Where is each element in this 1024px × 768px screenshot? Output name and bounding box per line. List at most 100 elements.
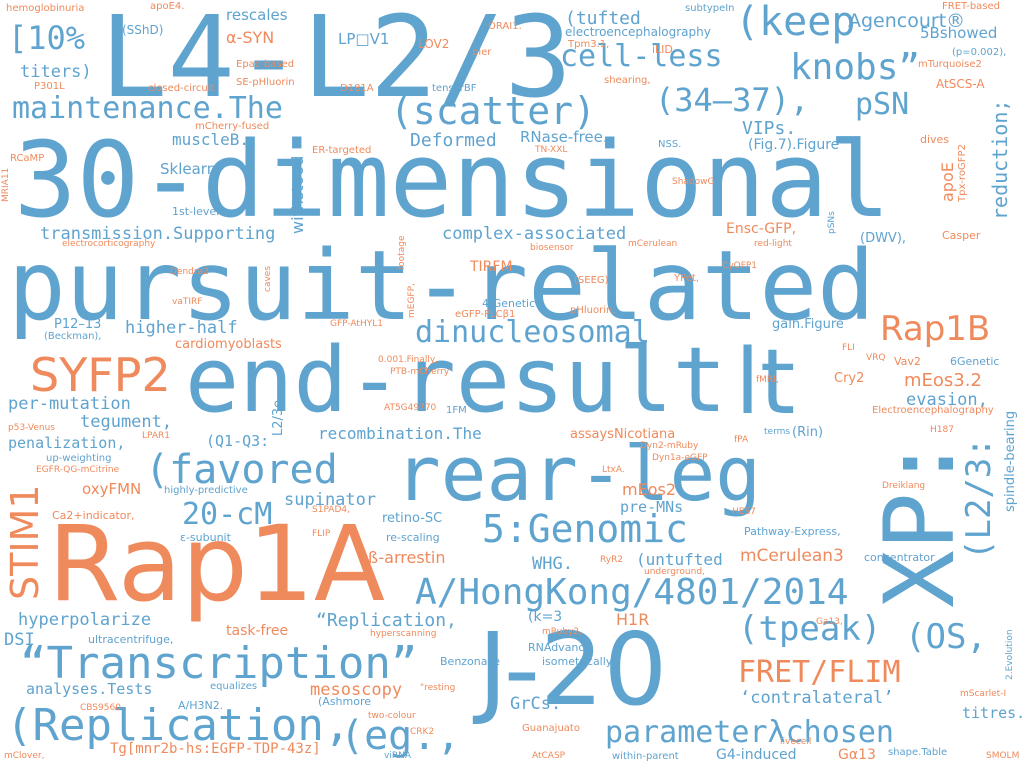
word: HES7 <box>732 507 756 517</box>
word: L2/3e <box>271 399 286 436</box>
word: LtxA. <box>602 465 625 475</box>
word: assaysNicotiana <box>570 427 676 442</box>
word: LOV2 <box>418 37 450 51</box>
word: mScarlet-I <box>960 689 1007 699</box>
word: Vav2 <box>894 355 921 368</box>
word: recombination.The <box>318 424 482 443</box>
word: RNase-free. <box>520 128 608 146</box>
word: mCherry-fused <box>195 121 270 132</box>
word: RyR2 <box>600 555 624 565</box>
word: (eg., <box>340 713 461 759</box>
word: ultracentrifuge, <box>88 633 174 646</box>
word: Tg[mnr2b-hs:EGFP-TDP-43z] <box>110 741 321 757</box>
word: hemoglobinuria <box>6 3 85 14</box>
word: 5:Genomic <box>482 507 688 551</box>
word: up-weighting <box>46 453 112 464</box>
word: parameterλchosen <box>605 715 894 750</box>
word: ER-targeted <box>312 145 372 156</box>
word: Rap1A <box>48 503 386 625</box>
word: (k=3 <box>528 609 563 625</box>
word: dinucleosomal <box>415 315 650 350</box>
word: Dyn1a-eGFP <box>652 453 708 463</box>
word: task-free <box>226 623 289 639</box>
word: biosensor <box>530 243 574 253</box>
word: hyperscanning <box>370 629 437 639</box>
word: NSS. <box>658 139 682 150</box>
word: mEos2 <box>622 480 676 499</box>
word: tegument, <box>80 412 173 432</box>
word: 0.001.Finally, <box>378 355 439 365</box>
word: (OS, <box>905 617 987 657</box>
word: shearing, <box>604 75 651 86</box>
word: spindle-bearing <box>1003 410 1018 512</box>
word: 20-cM <box>182 497 273 532</box>
word: Dyn2-mRuby <box>640 441 699 451</box>
word: SYFP2 <box>30 348 171 402</box>
word: AT5G49770 <box>384 403 437 413</box>
word: FRET/FLIM <box>738 655 901 690</box>
word: H1R <box>616 610 650 629</box>
word: LP□V1 <box>338 30 390 48</box>
word: evasion, <box>906 390 988 410</box>
word: A/H3N2. <box>178 699 224 712</box>
word: PTB-mCherry <box>390 367 450 377</box>
word: hyperpolarize <box>18 610 152 630</box>
word: ‘contralateral’ <box>740 688 894 708</box>
word: isometrically, <box>542 655 616 668</box>
word: ORAI1. <box>488 21 522 32</box>
word: highly-predictive <box>164 485 248 496</box>
word: fMRI, <box>756 375 779 385</box>
word: (L2/3: <box>959 437 999 560</box>
word: α-SYN <box>226 28 275 47</box>
word: LPAR1 <box>142 431 171 441</box>
word: 6Genetic <box>950 355 1000 368</box>
word: 2.Evolution <box>1005 629 1015 680</box>
word: STIM1 <box>3 484 47 600</box>
word: shape.Table <box>888 747 948 758</box>
word: (untufted <box>636 550 723 569</box>
word: mesoscopy <box>310 680 403 700</box>
word: viRNA <box>384 751 411 761</box>
word: vaTIRF <box>172 297 203 307</box>
word: (scatter) <box>390 89 596 133</box>
word: [10% <box>8 19 86 57</box>
word: (Fig.7).Figure <box>748 137 840 153</box>
word: cell-less <box>560 39 723 74</box>
word: Rap1B <box>880 309 991 349</box>
word: (keep <box>735 0 856 45</box>
word: (Replication, <box>6 700 351 751</box>
word: J-20 <box>478 611 668 728</box>
word: subtypeIn <box>685 3 735 14</box>
word: Pathway-Express, <box>744 525 841 538</box>
word: Benzonase <box>440 655 501 668</box>
word: Dreiklang <box>882 481 926 491</box>
word: Guanajuato <box>522 723 580 734</box>
word: two-colour <box>368 711 416 721</box>
word: ε-subunit <box>180 531 231 544</box>
word: apoE <box>938 162 957 202</box>
word: within-parent <box>612 751 679 762</box>
word: Deformed <box>410 130 497 151</box>
word: CyOFP1 <box>722 261 758 271</box>
word: eGFP-PLCβ1 <box>455 309 516 320</box>
word: 5Bshowed <box>920 24 998 42</box>
word: G4-induced <box>716 747 797 763</box>
word: "resting <box>420 683 456 693</box>
word: pursuit-related <box>8 230 875 342</box>
word: mRuby2, <box>542 627 582 637</box>
word: titres. <box>962 704 1024 722</box>
word: livecell <box>780 737 812 747</box>
word: penalization, <box>8 434 126 452</box>
word: Ga13, <box>816 617 843 627</box>
word: pre-MNs <box>620 498 684 516</box>
word: p53-Venus <box>8 423 55 433</box>
word: Agencourt® <box>848 10 966 32</box>
word: P301L <box>34 81 65 92</box>
word: titers) <box>20 62 92 82</box>
word: Tpm3.1, <box>568 39 610 50</box>
word: MRIA11 <box>1 167 11 202</box>
word: XP: <box>864 434 976 608</box>
word: muscleB. <box>172 130 250 149</box>
word: dives <box>920 133 950 146</box>
word: concentrator <box>864 551 935 564</box>
